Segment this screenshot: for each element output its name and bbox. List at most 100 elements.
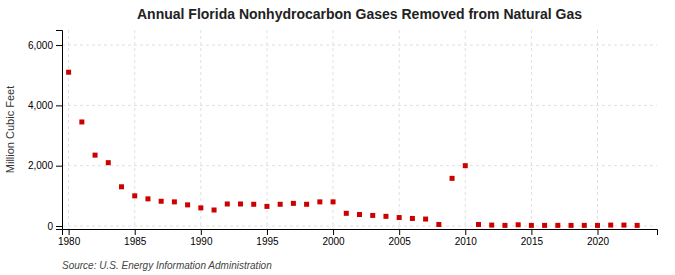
grid-line-y <box>62 45 657 46</box>
point <box>635 223 640 228</box>
y-axis: 0 2,000 4,000 6,000 <box>28 31 63 232</box>
point <box>185 202 190 207</box>
grid-line-y <box>62 165 657 166</box>
grid <box>62 30 657 229</box>
x-tick: 2010 <box>455 229 478 247</box>
x-tick-mark <box>267 229 268 235</box>
x-tick-mark <box>333 229 334 235</box>
x-axis: 1980 1985 1990 1995 2000 2005 2010 2015 2020 <box>58 229 658 247</box>
point <box>331 199 336 204</box>
y-tick-mark <box>56 105 62 106</box>
x-tick-mark <box>201 229 202 235</box>
point <box>608 223 613 228</box>
grid-line-x <box>399 30 400 229</box>
point <box>238 201 243 206</box>
y-tick-label: 2,000 <box>28 160 53 171</box>
x-tick-mark <box>135 229 136 235</box>
point <box>436 222 441 227</box>
x-tick-mark <box>465 229 466 235</box>
x-tick-label: 2000 <box>322 236 345 247</box>
point <box>450 176 455 181</box>
grid-line-x <box>531 30 532 229</box>
point <box>489 223 494 228</box>
points <box>66 70 640 228</box>
grid-line-x <box>333 30 334 229</box>
point <box>595 223 600 228</box>
point <box>423 217 428 222</box>
point <box>212 208 217 213</box>
x-tick-label: 1980 <box>58 236 81 247</box>
x-tick: 2020 <box>587 229 610 247</box>
y-tick-label: 0 <box>47 221 53 232</box>
point <box>410 216 415 221</box>
y-tick-label: 6,000 <box>28 40 53 51</box>
y-tick: 0 <box>47 221 62 232</box>
point <box>502 223 507 228</box>
point <box>172 199 177 204</box>
x-tick-label: 2015 <box>521 236 544 247</box>
x-tick: 1980 <box>58 229 81 247</box>
point <box>198 205 203 210</box>
x-tick-mark <box>598 229 599 235</box>
y-tick: 4,000 <box>28 100 62 111</box>
chart: 1980 1985 1990 1995 2000 2005 2010 2015 2020 0 2,0… <box>0 0 675 275</box>
point <box>569 223 574 228</box>
annotation: Source: U.S. Energy Information Administ… <box>62 260 272 271</box>
point <box>132 193 137 198</box>
point <box>304 202 309 207</box>
point <box>119 184 124 189</box>
point <box>516 222 521 227</box>
x-tick: 1985 <box>124 229 147 247</box>
x-tick: 1990 <box>190 229 213 247</box>
x-tick-label: 1995 <box>256 236 279 247</box>
x-tick: 2005 <box>389 229 412 247</box>
x-tick-label: 2010 <box>455 236 478 247</box>
point <box>93 153 98 158</box>
point <box>621 223 626 228</box>
point <box>397 215 402 220</box>
x-tick-mark <box>531 229 532 235</box>
point <box>357 212 362 217</box>
grid-line-x <box>266 30 267 229</box>
point <box>225 201 230 206</box>
point <box>79 119 84 124</box>
point <box>344 211 349 216</box>
x-axis-line <box>63 230 658 236</box>
y-tick-mark <box>56 226 62 227</box>
point <box>66 70 71 75</box>
grid-line-y <box>62 225 657 226</box>
point <box>291 201 296 206</box>
point <box>529 223 534 228</box>
point <box>476 222 481 227</box>
grid-line-x <box>465 30 466 229</box>
point <box>383 214 388 219</box>
x-tick: 2015 <box>521 229 544 247</box>
point <box>264 204 269 209</box>
x-tick: 1995 <box>256 229 279 247</box>
point <box>251 202 256 207</box>
y-axis-line <box>56 31 63 230</box>
point <box>463 163 468 168</box>
y-axis-title: Million Cubic Feet <box>4 86 16 173</box>
y-tick-mark <box>56 45 62 46</box>
grid-line-y <box>62 105 657 106</box>
x-tick: 2000 <box>322 229 345 247</box>
point <box>317 199 322 204</box>
point <box>159 199 164 204</box>
point <box>582 223 587 228</box>
plot: 1980 1985 1990 1995 2000 2005 2010 2015 2020 0 2,0… <box>28 30 658 247</box>
x-tick-label: 2005 <box>389 236 412 247</box>
x-tick-mark <box>399 229 400 235</box>
y-tick: 6,000 <box>28 40 62 51</box>
point <box>555 223 560 228</box>
grid-line-x <box>134 30 135 229</box>
point <box>106 160 111 165</box>
y-tick-mark <box>56 166 62 167</box>
grid-line-x <box>200 30 201 229</box>
x-tick-label: 1990 <box>190 236 213 247</box>
title: Annual Florida Nonhydrocarbon Gases Remo… <box>137 6 582 22</box>
point <box>370 213 375 218</box>
point <box>278 202 283 207</box>
x-tick-label: 1985 <box>124 236 147 247</box>
grid-line-x <box>597 30 598 229</box>
